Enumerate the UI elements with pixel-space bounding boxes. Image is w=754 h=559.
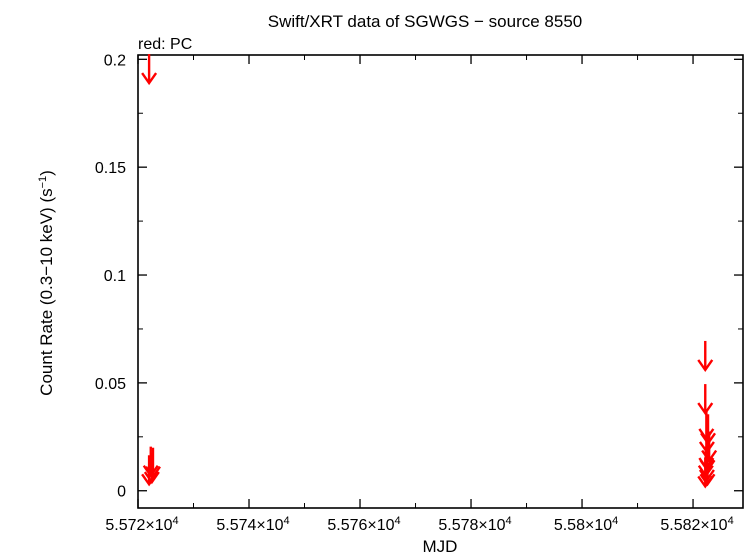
x-tick-label: 5.574×104 — [216, 515, 289, 534]
upper-limit-marker — [145, 447, 161, 479]
x-tick-label: 5.576×104 — [327, 515, 400, 534]
x-axis-label: MJD — [423, 537, 458, 554]
upper-limit-marker — [697, 340, 714, 373]
x-tick-label-exponent: 4 — [395, 515, 401, 527]
x-tick-label: 5.58×104 — [554, 515, 618, 534]
y-tick-label: 0.1 — [104, 268, 126, 285]
upper-limit-marker — [697, 384, 714, 416]
chart-subtitle: red: PC — [138, 36, 192, 53]
upper-limit-head — [143, 471, 160, 485]
upper-limit-head — [141, 72, 158, 86]
upper-limit-marker — [697, 457, 714, 489]
upper-limit-head — [697, 359, 714, 373]
chart-title: Swift/XRT data of SGWGS − source 8550 — [268, 12, 583, 31]
x-tick-label-mantissa: 5.572×10 — [105, 517, 172, 534]
x-tick-label: 5.582×104 — [660, 515, 733, 534]
upper-limit-head — [145, 466, 161, 479]
x-tick-label-mantissa: 5.576×10 — [327, 517, 394, 534]
y-axis-label-tail: ) — [37, 170, 56, 176]
upper-limit-head — [701, 449, 718, 463]
plot-frame — [137, 54, 744, 509]
y-axis-label: Count Rate (0.3−10 keV) (s−1) — [37, 170, 56, 396]
x-tick-label-exponent: 4 — [612, 515, 618, 527]
x-tick-label-mantissa: 5.578×10 — [438, 517, 505, 534]
y-tick-label: 0.2 — [104, 52, 126, 69]
axes: 5.572×104 5.574×104 5.576×104 5.578×104 5.58… — [95, 52, 744, 534]
x-tick-label-mantissa: 5.574×10 — [216, 517, 283, 534]
y-tick-label: 0.05 — [95, 376, 126, 393]
y-axis-label-sup: −1 — [37, 176, 49, 189]
upper-limit-marker — [141, 54, 158, 86]
x-tick-label: 5.578×104 — [438, 515, 511, 534]
y-axis-label-main: Count Rate (0.3−10 keV) (s — [37, 188, 56, 395]
upper-limit-head — [697, 475, 714, 489]
x-tick-label-mantissa: 5.582×10 — [660, 517, 727, 534]
y-tick-label: 0.15 — [95, 160, 126, 177]
upper-limit-marker — [701, 431, 718, 463]
data-marks — [141, 54, 718, 489]
x-tick-label: 5.572×104 — [105, 515, 178, 534]
x-tick-label-exponent: 4 — [284, 515, 290, 527]
x-tick-label-exponent: 4 — [173, 515, 179, 527]
x-tick-label-exponent: 4 — [506, 515, 512, 527]
y-tick-label: 0 — [117, 484, 126, 501]
x-tick-label-exponent: 4 — [728, 515, 734, 527]
x-tick-label-mantissa: 5.58×10 — [554, 517, 612, 534]
